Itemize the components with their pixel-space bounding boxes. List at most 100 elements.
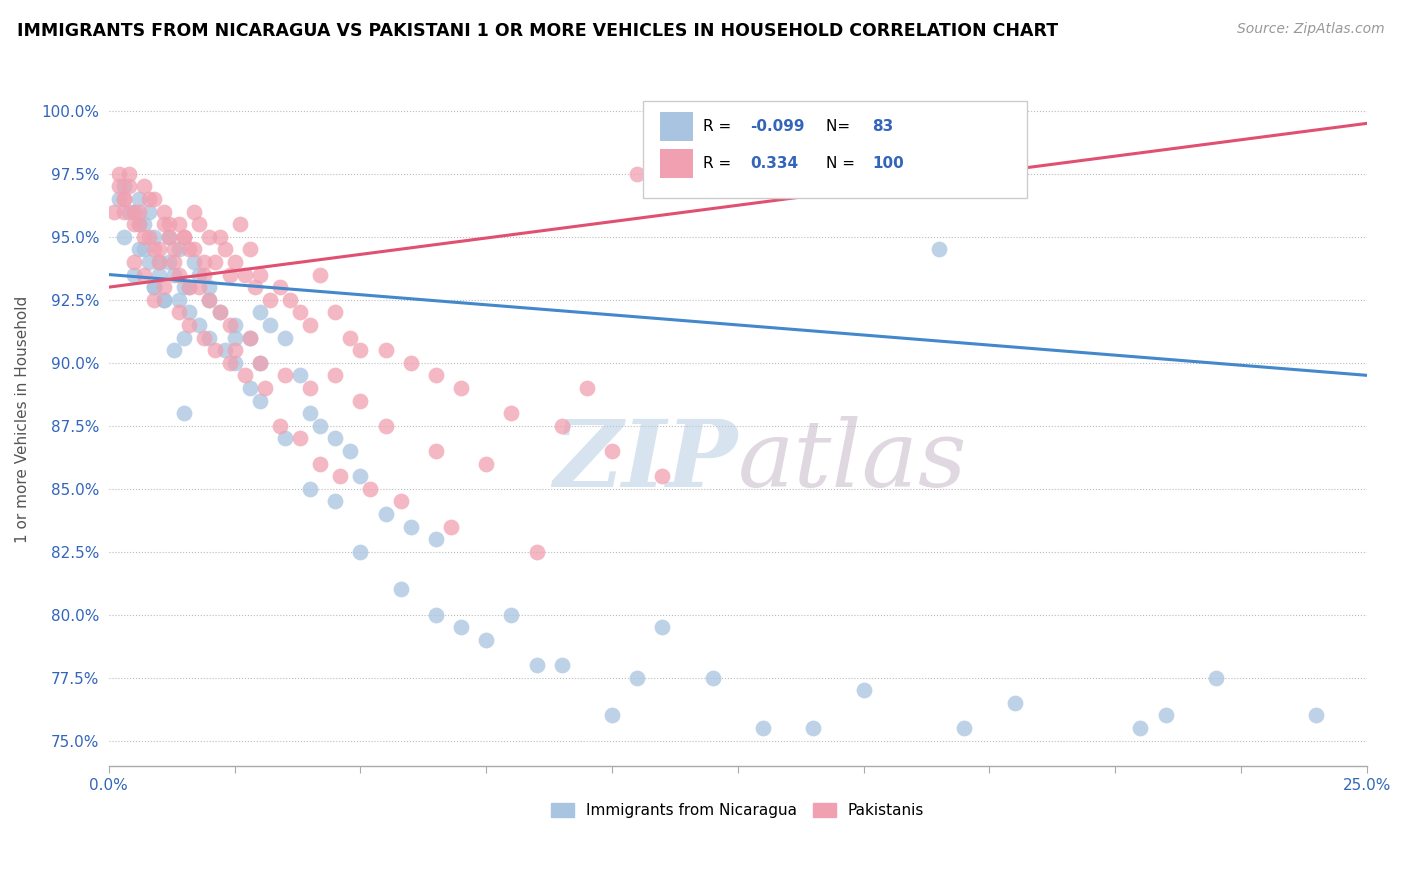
- Point: [259, 318, 281, 332]
- Point: [299, 482, 322, 496]
- Point: [128, 217, 150, 231]
- Point: [173, 330, 195, 344]
- Point: [138, 229, 160, 244]
- Point: [153, 280, 176, 294]
- Point: [214, 343, 236, 358]
- Point: [188, 318, 211, 332]
- Point: [163, 255, 186, 269]
- Point: [501, 406, 523, 420]
- Point: [475, 632, 498, 647]
- Point: [224, 343, 246, 358]
- Point: [349, 469, 371, 483]
- Point: [526, 545, 548, 559]
- Point: [204, 255, 226, 269]
- Point: [132, 268, 155, 282]
- Point: [288, 368, 311, 383]
- Point: [1004, 696, 1026, 710]
- Point: [702, 671, 724, 685]
- Point: [193, 330, 215, 344]
- Point: [399, 519, 422, 533]
- Text: IMMIGRANTS FROM NICARAGUA VS PAKISTANI 1 OR MORE VEHICLES IN HOUSEHOLD CORRELATI: IMMIGRANTS FROM NICARAGUA VS PAKISTANI 1…: [17, 22, 1057, 40]
- Point: [198, 330, 221, 344]
- Point: [132, 217, 155, 231]
- Point: [651, 620, 673, 634]
- Point: [153, 204, 176, 219]
- Point: [218, 318, 240, 332]
- Point: [450, 620, 472, 634]
- Point: [928, 243, 950, 257]
- Point: [179, 305, 201, 319]
- Point: [249, 393, 271, 408]
- Point: [224, 356, 246, 370]
- Point: [309, 457, 332, 471]
- Point: [323, 305, 346, 319]
- Point: [425, 368, 447, 383]
- Point: [143, 229, 166, 244]
- Point: [1129, 721, 1152, 735]
- Point: [269, 418, 291, 433]
- Point: [153, 217, 176, 231]
- Point: [224, 318, 246, 332]
- Point: [148, 255, 170, 269]
- Point: [183, 204, 205, 219]
- Point: [198, 280, 221, 294]
- FancyBboxPatch shape: [644, 101, 1028, 198]
- Point: [143, 243, 166, 257]
- Point: [239, 330, 262, 344]
- Point: [626, 167, 648, 181]
- Point: [157, 255, 180, 269]
- Point: [153, 293, 176, 307]
- Point: [249, 356, 271, 370]
- Point: [143, 192, 166, 206]
- Point: [274, 330, 297, 344]
- Point: [179, 280, 201, 294]
- Point: [169, 243, 191, 257]
- Point: [329, 469, 352, 483]
- Point: [249, 356, 271, 370]
- FancyBboxPatch shape: [659, 112, 693, 141]
- Point: [309, 418, 332, 433]
- Point: [651, 469, 673, 483]
- Point: [179, 280, 201, 294]
- Point: [450, 381, 472, 395]
- Point: [239, 381, 262, 395]
- Point: [188, 217, 211, 231]
- Point: [122, 217, 145, 231]
- Point: [323, 431, 346, 445]
- Point: [122, 204, 145, 219]
- Point: [852, 683, 875, 698]
- Point: [1154, 708, 1177, 723]
- Legend: Immigrants from Nicaragua, Pakistanis: Immigrants from Nicaragua, Pakistanis: [546, 797, 931, 824]
- Point: [389, 582, 412, 597]
- Point: [259, 293, 281, 307]
- Point: [143, 280, 166, 294]
- Point: [399, 356, 422, 370]
- Point: [208, 305, 231, 319]
- Point: [157, 217, 180, 231]
- Point: [239, 243, 262, 257]
- Point: [193, 268, 215, 282]
- Point: [112, 229, 135, 244]
- Point: [188, 268, 211, 282]
- Point: [169, 217, 191, 231]
- Point: [163, 243, 186, 257]
- Text: atlas: atlas: [738, 416, 967, 506]
- Point: [163, 268, 186, 282]
- Point: [323, 368, 346, 383]
- Point: [253, 381, 276, 395]
- Point: [249, 305, 271, 319]
- Point: [600, 444, 623, 458]
- Point: [138, 255, 160, 269]
- Point: [112, 192, 135, 206]
- Point: [173, 406, 195, 420]
- Point: [288, 305, 311, 319]
- Point: [214, 243, 236, 257]
- Point: [389, 494, 412, 508]
- Point: [128, 243, 150, 257]
- Point: [218, 268, 240, 282]
- Point: [243, 280, 266, 294]
- Point: [122, 268, 145, 282]
- Point: [148, 268, 170, 282]
- Point: [526, 658, 548, 673]
- Point: [118, 204, 141, 219]
